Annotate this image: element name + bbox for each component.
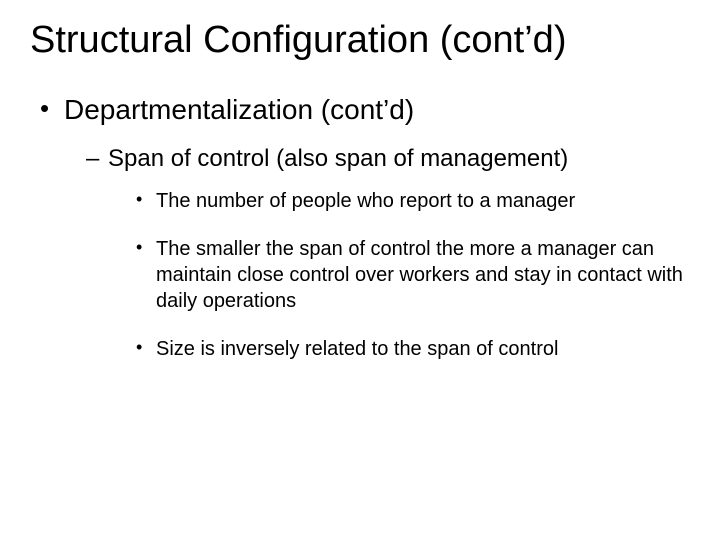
level3-text: Size is inversely related to the span of…	[156, 338, 558, 360]
list-item: Size is inversely related to the span of…	[136, 336, 690, 362]
list-item: The smaller the span of control the more…	[136, 236, 690, 314]
slide-title: Structural Configuration (cont’d)	[30, 20, 690, 62]
bullet-list-level1: Departmentalization (cont’d) Span of con…	[30, 92, 690, 362]
list-item: Span of control (also span of management…	[86, 143, 690, 362]
list-item: Departmentalization (cont’d) Span of con…	[40, 92, 690, 362]
level2-text: Span of control (also span of management…	[108, 145, 568, 172]
level3-text: The smaller the span of control the more…	[156, 238, 683, 312]
bullet-list-level3: The number of people who report to a man…	[108, 188, 690, 362]
list-item: The number of people who report to a man…	[136, 188, 690, 214]
bullet-list-level2: Span of control (also span of management…	[64, 143, 690, 362]
slide: Structural Configuration (cont’d) Depart…	[0, 0, 720, 540]
level3-text: The number of people who report to a man…	[156, 190, 575, 212]
level1-text: Departmentalization (cont’d)	[64, 94, 414, 125]
